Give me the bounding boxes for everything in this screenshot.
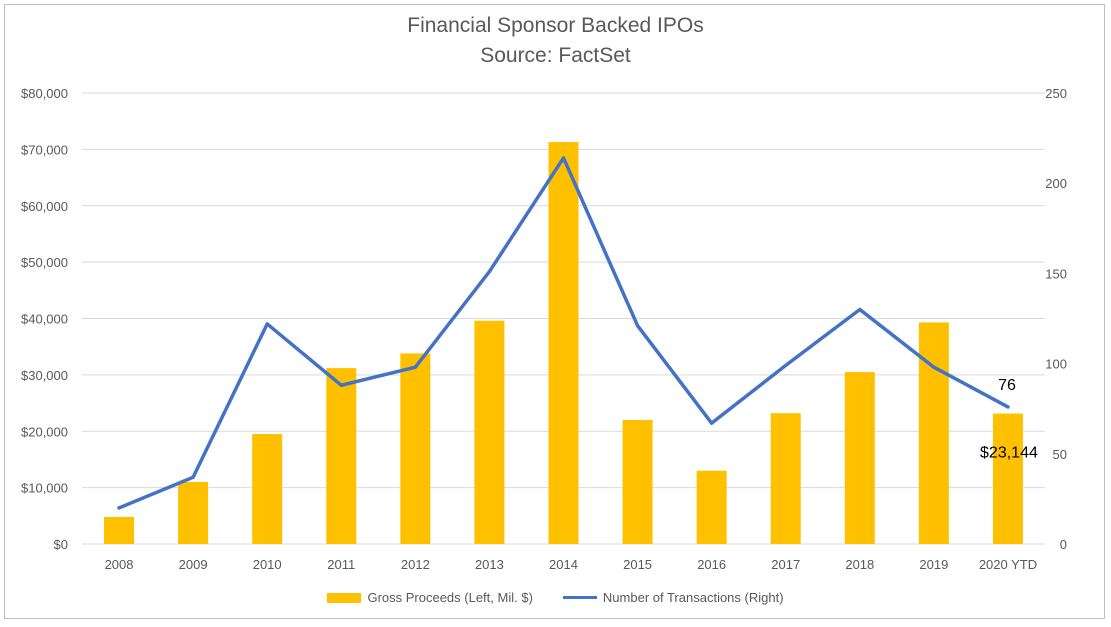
line-point: [339, 383, 343, 387]
bar: [696, 470, 727, 544]
y-right-tick-label: 0: [1060, 537, 1067, 552]
bar: [178, 481, 209, 544]
line-point: [858, 307, 862, 311]
line-point: [636, 324, 640, 328]
y-left-tick-label: $30,000: [21, 368, 68, 383]
y-left-tick-label: $70,000: [21, 142, 68, 157]
bar: [474, 320, 505, 544]
chart-legend: Gross Proceeds (Left, Mil. $) Number of …: [0, 590, 1111, 605]
bar: [918, 322, 949, 544]
chart-title: Financial Sponsor Backed IPOs: [407, 14, 704, 37]
bar-data-label: $23,144: [980, 445, 1038, 462]
x-tick-label: 2009: [179, 557, 208, 572]
line-point: [191, 475, 195, 479]
y-left-tick-label: $60,000: [21, 199, 68, 214]
line-point: [932, 365, 936, 369]
line-point: [413, 365, 417, 369]
x-tick-label: 2017: [771, 557, 800, 572]
legend-label-bars: Gross Proceeds (Left, Mil. $): [367, 590, 533, 605]
x-tick-label: 2015: [623, 557, 652, 572]
legend-label-line: Number of Transactions (Right): [602, 590, 784, 605]
y-right-tick-label: 100: [1045, 357, 1067, 372]
line-point: [562, 156, 565, 160]
bar: [104, 516, 135, 544]
line-point: [710, 421, 714, 425]
y-left-tick-label: $80,000: [21, 86, 68, 101]
y-right-tick-label: 250: [1045, 86, 1067, 101]
y-right-tick-label: 200: [1045, 176, 1067, 191]
bar: [252, 434, 283, 544]
bar: [622, 419, 653, 544]
legend-item-bars: Gross Proceeds (Left, Mil. $): [327, 590, 533, 605]
bar: [326, 368, 357, 544]
y-right-tick-label: 50: [1053, 447, 1067, 462]
legend-swatch-bars: [327, 592, 362, 603]
bar: [400, 353, 431, 544]
line-point: [117, 506, 121, 510]
legend-item-line: Number of Transactions (Right): [562, 590, 784, 605]
x-tick-label: 2018: [845, 557, 874, 572]
line-data-label: 76: [998, 377, 1016, 394]
bar: [548, 142, 579, 544]
bar: [992, 413, 1023, 544]
line-point: [1006, 405, 1010, 409]
x-tick-label: 2019: [919, 557, 948, 572]
x-tick-label: 2010: [253, 557, 282, 572]
line-point: [265, 322, 269, 326]
x-tick-label: 2012: [401, 557, 430, 572]
x-tick-label: 2014: [549, 557, 578, 572]
y-left-tick-label: $20,000: [21, 424, 68, 439]
x-tick-label: 2013: [475, 557, 504, 572]
y-right-tick-label: 150: [1045, 266, 1067, 281]
line-point: [487, 270, 491, 274]
legend-swatch-line: [562, 596, 597, 599]
line-point: [784, 363, 788, 367]
y-left-tick-label: $10,000: [21, 481, 68, 496]
chart-subtitle: Source: FactSet: [480, 44, 631, 67]
x-tick-label: 2020 YTD: [979, 557, 1037, 572]
x-tick-label: 2011: [327, 557, 355, 572]
y-left-tick-label: $0: [54, 537, 68, 552]
x-tick-label: 2016: [697, 557, 726, 572]
y-left-tick-label: $40,000: [21, 312, 68, 327]
x-tick-label: 2008: [105, 557, 134, 572]
y-left-tick-label: $50,000: [21, 255, 68, 270]
bar: [844, 372, 875, 544]
bar: [770, 413, 801, 544]
